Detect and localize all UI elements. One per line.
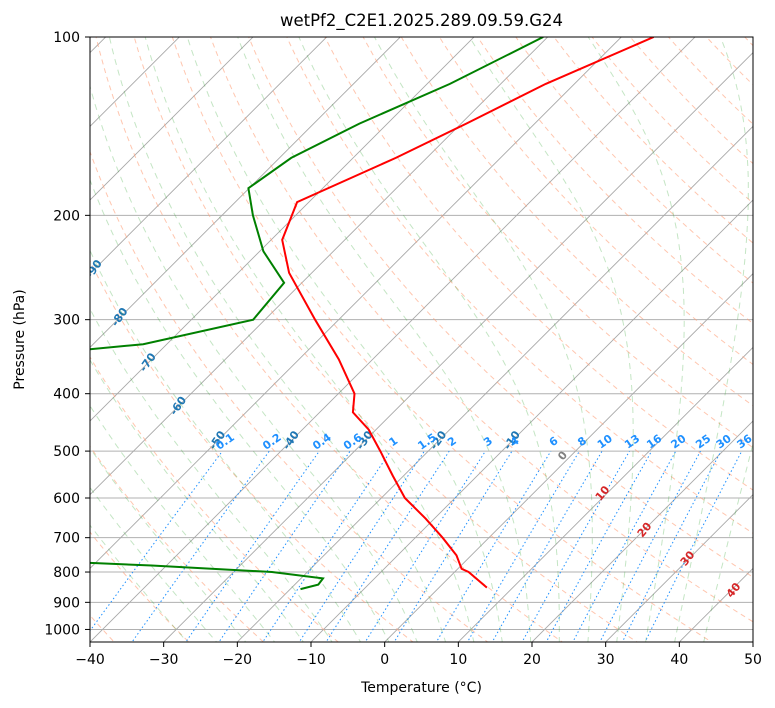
x-tick-label: −20 [223,652,253,668]
x-tick-label: 30 [597,652,615,668]
moist-adiabat-line [186,37,503,642]
plot-area: -100-90-80-70-60-50-40-30-20-100.10.20.4… [90,37,755,642]
x-tick-label: −40 [75,652,105,668]
isotherm-line [310,199,753,642]
moist-adiabat-line [587,37,685,642]
isotherm-line [90,37,696,642]
y-tick-label: 1000 [44,622,80,638]
dry-adiabat-line [515,37,753,284]
moist-adiabat-line [90,404,276,642]
dry-adiabat-line [90,150,489,642]
mixing-ratio-line [491,450,603,642]
mixing-ratio-line [298,450,425,642]
isotherm-line [457,346,753,642]
moist-adiabat-line [674,37,749,642]
y-tick-label: 300 [53,313,80,329]
moist-adiabat-line [90,178,390,642]
moist-adiabat-line [90,524,188,642]
dry-adiabat-line [286,37,753,534]
moist-adiabat-line [298,37,560,642]
plot-frame [89,36,754,643]
moist-adiabat-line [90,308,333,642]
isotherm-line [163,52,753,642]
moist-adiabat-line [468,37,634,642]
isotherm-line [605,494,753,642]
mixing-ratio-line [466,450,580,642]
y-tick-label: 800 [53,565,80,581]
isotherm-line [90,37,254,201]
y-axis-label: Pressure (hPa) [12,289,28,389]
dry-adiabat-line [209,37,753,623]
y-tick-label: 600 [53,491,80,507]
y-tick-label: 700 [53,531,80,547]
y-tick-label: 500 [53,444,80,460]
moist-adiabat-line [90,447,247,642]
mixing-ratio-line [325,450,450,642]
dry-adiabat-line [133,37,638,642]
isotherm-line [90,37,328,275]
x-tick-label: 40 [670,652,688,668]
mixing-ratio-line [545,450,653,642]
mixing-ratio-line [185,450,320,642]
mixing-ratio-line [262,450,392,642]
dry-adiabat-line [90,259,414,642]
isotherm-line [531,420,753,642]
mixing-ratio-line [435,450,552,642]
x-tick-label: 0 [380,652,389,668]
y-tick-label: 400 [53,387,80,403]
x-tick-label: 50 [744,652,762,668]
moist-adiabat-line [90,249,362,642]
y-tick-label: 900 [53,595,80,611]
mixing-ratio-line [131,450,270,642]
moist-adiabat-line [90,358,305,642]
isotherm-line [90,37,180,127]
chart-title: wetPf2_C2E1.2025.289.09.59.G24 [280,11,563,31]
axis-ticks: −40 −30 −20 −10 0 10 20 30 40 50 1000 900 800 700 600 5… [44,30,762,668]
moist-adiabat-line [108,37,447,642]
dry-adiabat-line [591,37,753,204]
temperature-profile-line [281,37,655,589]
dry-adiabat-line [248,37,753,578]
mixing-ratio-label: 36 [735,432,755,452]
x-tick-label: −30 [149,652,179,668]
x-tick-label: −10 [296,652,326,668]
moist-adiabat-line [90,84,418,642]
dry-adiabat-line [171,37,713,642]
isotherm-line [90,37,622,569]
y-tick-label: 100 [53,30,80,46]
dry-adiabat-line [553,37,753,244]
isotherm-line [384,273,753,642]
isotherm-line [236,125,753,642]
dry-adiabat-line [90,531,190,642]
isotherm-line [90,37,549,496]
moist-adiabat-line [237,37,532,642]
dewpoint-profile-line [90,37,544,591]
x-axis-label: Temperature (°C) [360,680,482,696]
x-tick-label: 10 [449,652,467,668]
isotherm-line [90,37,475,422]
moist-adiabat-line [144,37,475,642]
isotherm-line [90,37,401,348]
moist-adiabat-line [373,37,593,642]
mixing-ratio-line [218,450,351,642]
mixing-ratio-line [644,450,743,642]
x-tick-label: 20 [523,652,541,668]
y-tick-label: 200 [53,208,80,224]
moist-adiabat-line [90,486,218,642]
